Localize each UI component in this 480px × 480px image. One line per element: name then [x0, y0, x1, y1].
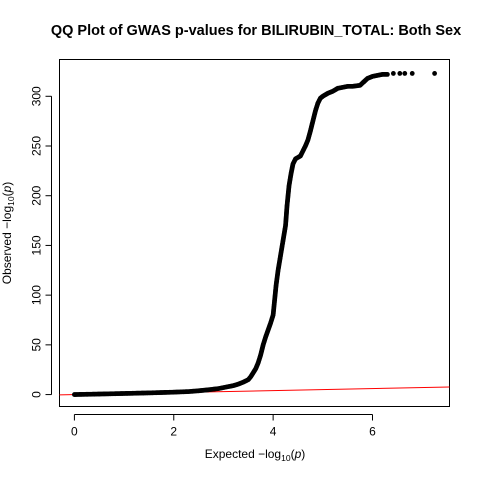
y-axis: 0 50 100 150 200 250 300: [30, 86, 52, 398]
y-tick-label: 300: [30, 86, 44, 106]
x-tick-label: 0: [71, 425, 78, 439]
y-tick-label: 50: [30, 338, 44, 352]
qq-point: [385, 72, 390, 77]
x-axis-label: Expected −log10(p): [205, 447, 306, 463]
y-tick-label: 200: [30, 185, 44, 205]
y-tick-label: 0: [30, 391, 44, 398]
qq-outlier-point: [397, 71, 403, 76]
x-axis: 0 2 4 6: [71, 414, 376, 439]
y-tick-label: 250: [30, 136, 44, 156]
y-axis-label: Observed −log10(p): [0, 182, 16, 285]
plot-region: 0 2 4 6 0 50 100 150 200 250 300: [30, 59, 450, 439]
x-tick-label: 4: [270, 425, 277, 439]
x-tick-label: 2: [170, 425, 177, 439]
y-tick-label: 100: [30, 285, 44, 305]
chart-title: QQ Plot of GWAS p-values for BILIRUBIN_T…: [51, 23, 461, 39]
qq-outlier-point: [402, 71, 408, 76]
data-points: [72, 71, 437, 397]
x-tick-label: 6: [369, 425, 376, 439]
qq-outlier-point: [390, 71, 396, 76]
y-tick-label: 150: [30, 235, 44, 255]
plot-frame: [59, 59, 450, 407]
qq-outlier-point: [432, 71, 437, 76]
qq-outlier-point: [409, 71, 415, 76]
